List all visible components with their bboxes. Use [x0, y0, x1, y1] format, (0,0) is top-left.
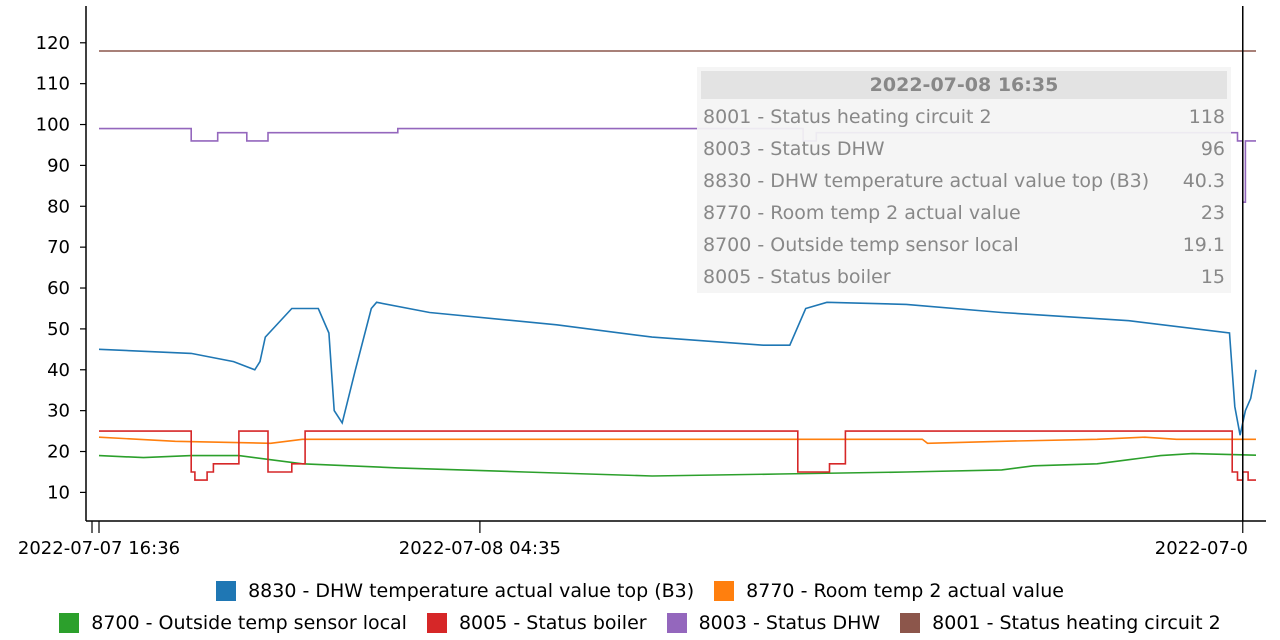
tooltip-row: 8001 - Status heating circuit 2 118: [697, 101, 1231, 133]
series-line-0: [98, 301, 1257, 436]
tooltip-row-label: 8001 - Status heating circuit 2: [703, 106, 992, 128]
y-tick-label: 40: [47, 360, 70, 381]
y-tick-label: 80: [47, 196, 70, 217]
axes: 10 20 30 40 50 60 70 80 90 100 110 120 2022-07-07 16…: [18, 6, 1266, 559]
legend-label: 8003 - Status DHW: [698, 612, 881, 634]
legend-swatch: [216, 581, 237, 601]
series-line-2: [98, 452, 1257, 477]
tooltip-row-value: 40.3: [1182, 170, 1225, 192]
y-tick-label: 120: [36, 33, 70, 54]
y-tick-label: 50: [47, 319, 70, 340]
legend-row: 8830 - DHW temperature actual value top …: [0, 575, 1280, 607]
legend-swatch: [426, 613, 447, 633]
y-tick-label: 60: [47, 278, 70, 299]
tooltip-row: 8005 - Status boiler 15: [697, 261, 1231, 293]
y-tick-label: 20: [47, 442, 70, 463]
legend-item[interactable]: 8770 - Room temp 2 actual value: [714, 580, 1064, 602]
y-tick-label: 100: [36, 115, 70, 136]
tooltip-row-label: 8005 - Status boiler: [703, 266, 891, 288]
legend-row: 8700 - Outside temp sensor local 8005 - …: [0, 607, 1280, 639]
series-line-1: [98, 436, 1256, 445]
legend: 8830 - DHW temperature actual value top …: [0, 575, 1280, 639]
legend-label: 8005 - Status boiler: [458, 612, 647, 634]
tooltip-row-label: 8700 - Outside temp sensor local: [703, 234, 1019, 256]
tooltip-row-value: 19.1: [1182, 234, 1225, 256]
legend-swatch: [714, 581, 735, 601]
tooltip-row: 8700 - Outside temp sensor local 19.1: [697, 229, 1231, 261]
legend-item[interactable]: 8001 - Status heating circuit 2: [900, 612, 1221, 634]
tooltip-row: 8770 - Room temp 2 actual value 23: [697, 197, 1231, 229]
series-lines: [98, 50, 1257, 481]
tooltip-row-label: 8830 - DHW temperature actual value top …: [703, 170, 1150, 192]
legend-item[interactable]: 8830 - DHW temperature actual value top …: [216, 580, 694, 602]
legend-item[interactable]: 8003 - Status DHW: [666, 612, 881, 634]
tooltip-row-value: 96: [1200, 138, 1225, 160]
tooltip-row-value: 23: [1200, 202, 1225, 224]
tooltip-row: 8830 - DHW temperature actual value top …: [697, 165, 1231, 197]
y-tick-label: 10: [47, 482, 70, 503]
legend-label: 8001 - Status heating circuit 2: [932, 612, 1221, 634]
x-tick-label: 2022-07-08 04:35: [399, 538, 561, 559]
legend-label: 8830 - DHW temperature actual value top …: [248, 580, 695, 602]
tooltip-row-label: 8770 - Room temp 2 actual value: [703, 202, 1021, 224]
tooltip-row: 8003 - Status DHW 96: [697, 133, 1231, 165]
tooltip-row-label: 8003 - Status DHW: [703, 138, 885, 160]
legend-swatch: [59, 613, 80, 633]
legend-label: 8770 - Room temp 2 actual value: [746, 580, 1064, 602]
series-line-3: [99, 430, 1256, 481]
y-tick-label: 90: [47, 155, 70, 176]
legend-swatch: [666, 613, 687, 633]
y-tick-label: 70: [47, 237, 70, 258]
legend-item[interactable]: 8005 - Status boiler: [426, 612, 647, 634]
tooltip-header: 2022-07-08 16:35: [701, 71, 1227, 99]
x-tick-label: 2022-07-0: [1155, 538, 1248, 559]
hover-tooltip: 2022-07-08 16:35 8001 - Status heating c…: [697, 67, 1231, 293]
y-tick-label: 110: [36, 74, 70, 95]
y-tick-label: 30: [47, 401, 70, 422]
legend-item[interactable]: 8700 - Outside temp sensor local: [59, 612, 407, 634]
tooltip-row-value: 15: [1200, 266, 1225, 288]
legend-swatch: [900, 613, 921, 633]
tooltip-row-value: 118: [1188, 106, 1225, 128]
legend-label: 8700 - Outside temp sensor local: [91, 612, 407, 634]
x-tick-label: 2022-07-07 16:36: [18, 538, 180, 559]
